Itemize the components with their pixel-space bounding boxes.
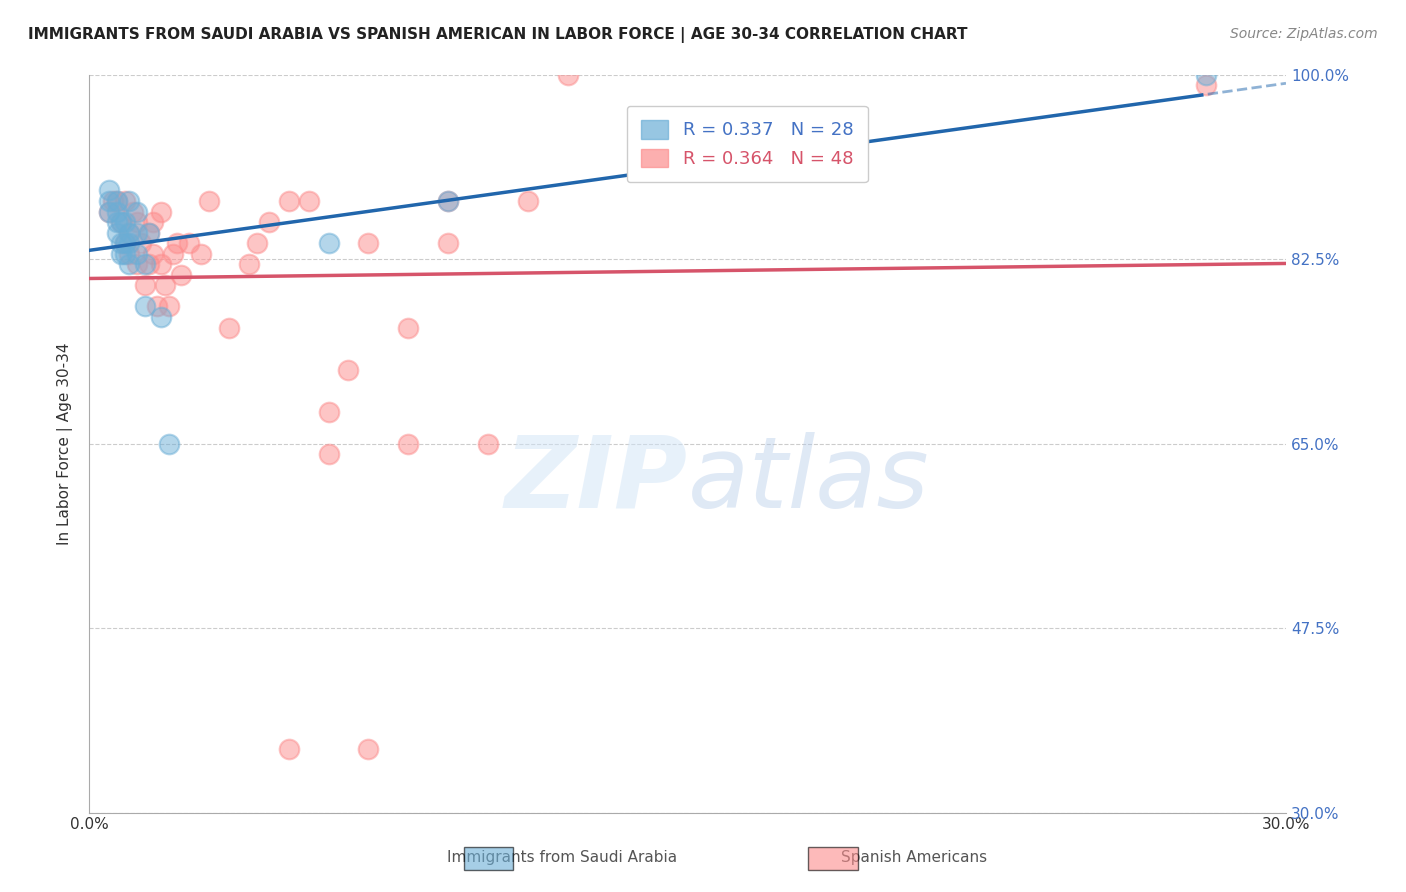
Point <box>149 204 172 219</box>
Point <box>134 300 156 314</box>
Point <box>166 236 188 251</box>
Point <box>118 194 141 208</box>
Point <box>118 257 141 271</box>
Point <box>110 215 132 229</box>
Point <box>118 226 141 240</box>
Point <box>177 236 200 251</box>
Text: Immigrants from Saudi Arabia: Immigrants from Saudi Arabia <box>447 850 678 865</box>
Point <box>318 236 340 251</box>
Point <box>122 204 145 219</box>
Point <box>114 215 136 229</box>
Point <box>98 204 121 219</box>
Point <box>105 194 128 208</box>
Point <box>238 257 260 271</box>
Point <box>396 320 419 334</box>
Point <box>318 405 340 419</box>
Point <box>246 236 269 251</box>
Point <box>114 236 136 251</box>
Point <box>110 215 132 229</box>
Point <box>125 257 148 271</box>
Point <box>138 257 160 271</box>
Point <box>162 246 184 260</box>
Point <box>114 246 136 260</box>
Point <box>129 236 152 251</box>
Point <box>125 204 148 219</box>
Point <box>98 184 121 198</box>
Point <box>157 300 180 314</box>
Point <box>198 194 221 208</box>
Point <box>277 194 299 208</box>
Point <box>114 236 136 251</box>
Text: IMMIGRANTS FROM SAUDI ARABIA VS SPANISH AMERICAN IN LABOR FORCE | AGE 30-34 CORR: IMMIGRANTS FROM SAUDI ARABIA VS SPANISH … <box>28 27 967 43</box>
Point <box>118 226 141 240</box>
Point <box>437 194 460 208</box>
Point <box>101 194 124 208</box>
Text: Spanish Americans: Spanish Americans <box>841 850 987 865</box>
Point <box>98 204 121 219</box>
Text: Source: ZipAtlas.com: Source: ZipAtlas.com <box>1230 27 1378 41</box>
Point <box>125 226 148 240</box>
Point <box>153 278 176 293</box>
Legend: R = 0.337   N = 28, R = 0.364   N = 48: R = 0.337 N = 28, R = 0.364 N = 48 <box>627 105 868 182</box>
Text: ZIP: ZIP <box>505 432 688 529</box>
Point <box>149 310 172 324</box>
Point <box>138 226 160 240</box>
Point <box>157 436 180 450</box>
Point <box>105 204 128 219</box>
Y-axis label: In Labor Force | Age 30-34: In Labor Force | Age 30-34 <box>58 343 73 545</box>
Point <box>105 226 128 240</box>
Point <box>190 246 212 260</box>
Point <box>118 246 141 260</box>
Point <box>142 246 165 260</box>
Point <box>257 215 280 229</box>
Point <box>134 257 156 271</box>
Point <box>118 236 141 251</box>
Point <box>437 236 460 251</box>
Point <box>98 194 121 208</box>
Point <box>125 215 148 229</box>
Point <box>138 226 160 240</box>
Point <box>437 194 460 208</box>
Point <box>218 320 240 334</box>
Point <box>110 236 132 251</box>
Point <box>149 257 172 271</box>
Point <box>114 194 136 208</box>
Point <box>277 742 299 756</box>
Point <box>318 447 340 461</box>
Point <box>297 194 319 208</box>
Point <box>1195 78 1218 92</box>
Point <box>357 742 380 756</box>
Point <box>557 68 579 82</box>
Point <box>125 246 148 260</box>
Point <box>396 436 419 450</box>
Text: atlas: atlas <box>688 432 929 529</box>
Point <box>110 246 132 260</box>
Point <box>105 215 128 229</box>
Point <box>1195 68 1218 82</box>
Point <box>517 194 540 208</box>
Point <box>134 278 156 293</box>
Point <box>146 300 169 314</box>
Point <box>142 215 165 229</box>
Point <box>105 194 128 208</box>
Point <box>477 436 499 450</box>
Point <box>170 268 193 282</box>
Point <box>357 236 380 251</box>
Point <box>337 362 360 376</box>
